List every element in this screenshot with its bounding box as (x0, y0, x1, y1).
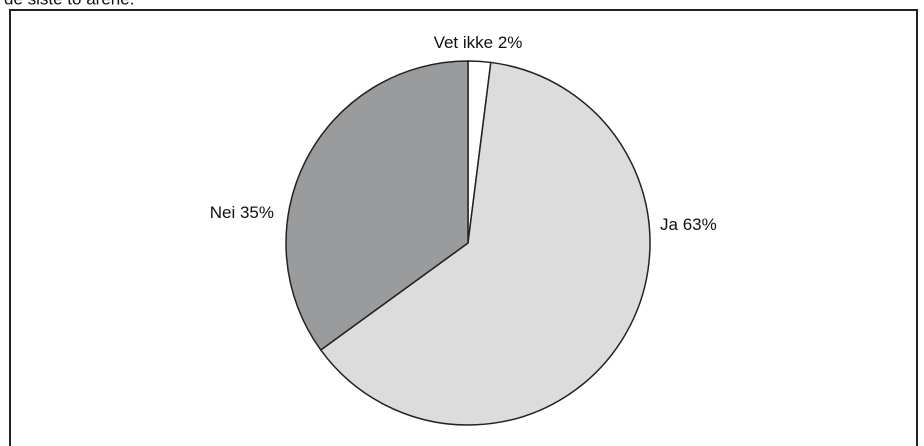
slice-label: Ja 63% (660, 215, 717, 234)
slice-label: Vet ikke 2% (434, 33, 523, 52)
slice-label: Nei 35% (210, 203, 274, 222)
pie-slice (285, 60, 469, 352)
value-label: 35% (240, 203, 274, 222)
category-label: Nei (210, 203, 236, 222)
value-label: 2% (498, 33, 523, 52)
chart-title: de siste to årene. (4, 0, 134, 8)
pie-slice (319, 61, 651, 426)
value-label: 63% (683, 215, 717, 234)
category-label: Ja (660, 215, 679, 234)
category-label: Vet ikke (434, 33, 494, 52)
chart-frame (9, 9, 918, 446)
